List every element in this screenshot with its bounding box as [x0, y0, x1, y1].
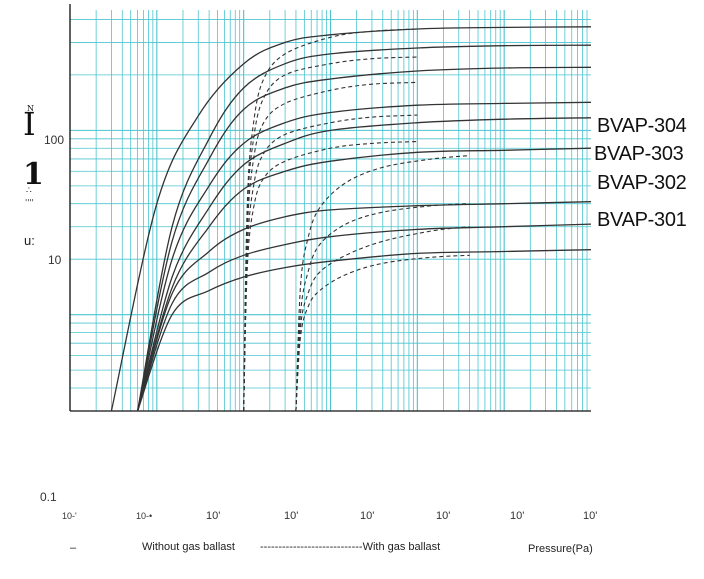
- x-tick-label-6: 10': [436, 510, 451, 522]
- y-axis-mark-1: 1: [23, 157, 44, 192]
- annotation-with-gas-ballast: ----------------------------With gas bal…: [260, 541, 441, 553]
- x-tick-label-1: 10-': [62, 511, 77, 521]
- annotation-dash: –: [70, 542, 77, 554]
- series-solid-5: [136, 117, 592, 412]
- x-axis-label: Pressure(Pa): [528, 543, 593, 555]
- x-tick-label-3: 10': [206, 510, 221, 522]
- series-solid-4: [136, 101, 592, 412]
- series-solid-1: [110, 26, 592, 412]
- legend-label-bvap-302: BVAP-302: [597, 172, 687, 194]
- series-solid-6: [136, 147, 592, 412]
- series-solid-7: [136, 201, 592, 412]
- series-solid-9: [136, 249, 592, 412]
- y-axis-mark-i: I: [23, 105, 36, 143]
- y-axis-mark-ticks: '''': [25, 198, 34, 207]
- curves: [110, 26, 592, 412]
- series-solid-3: [136, 66, 592, 412]
- y-tick-label-0-1: 0.1: [40, 490, 57, 504]
- y-axis-mark-u: u:: [24, 233, 35, 248]
- x-tick-label-7: 10': [510, 510, 525, 522]
- series-solid-8: [136, 223, 592, 412]
- x-tick-label-5: 10': [360, 510, 375, 522]
- y-tick-label-10: 10: [48, 253, 62, 267]
- series-dashed-14: [243, 140, 418, 412]
- axes: [69, 4, 591, 412]
- series-dashed-12: [243, 81, 418, 412]
- legend-label-bvap-303: BVAP-303: [594, 143, 684, 165]
- y-axis-mark-dots: ∴: [26, 186, 32, 196]
- x-tick-label-4: 10': [284, 510, 299, 522]
- legend-label-bvap-304: BVAP-304: [597, 115, 687, 137]
- legend-label-bvap-301: BVAP-301: [597, 209, 687, 231]
- series-dashed-15: [295, 155, 470, 412]
- x-tick-label-8: 10': [583, 510, 598, 522]
- series-dashed-18: [295, 254, 470, 412]
- series-solid-2: [136, 44, 592, 412]
- annotation-without-gas-ballast: Without gas ballast: [142, 541, 235, 553]
- x-tick-label-2: 10-•: [136, 511, 153, 521]
- y-tick-label-100: 100: [44, 133, 65, 147]
- y-axis-mark-n: N: [27, 104, 34, 113]
